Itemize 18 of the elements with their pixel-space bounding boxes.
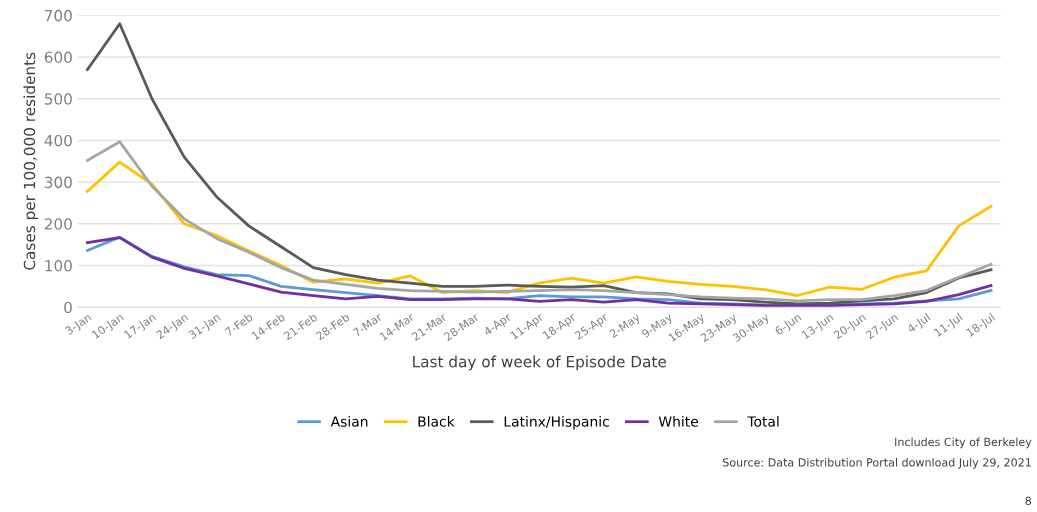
y-tick-label: 300 bbox=[44, 176, 72, 189]
y-tick-label: 100 bbox=[45, 259, 72, 272]
legend-label: Asian bbox=[330, 416, 368, 427]
legend-label: Latinx/Hispanic bbox=[504, 416, 609, 430]
x-axis-title: Last day of week of Episode Date bbox=[413, 355, 667, 371]
y-tick-label: 600 bbox=[44, 51, 72, 64]
source-note: Source: Data Distribution Portal download July 29, 2021 bbox=[723, 457, 1031, 469]
y-tick-label: 400 bbox=[44, 134, 72, 147]
y-tick-label: 500 bbox=[44, 93, 72, 105]
legend-label: Total bbox=[747, 416, 779, 427]
y-tick-label: 0 bbox=[64, 301, 72, 314]
text: 8 bbox=[1025, 496, 1032, 505]
legend-label: White bbox=[658, 416, 699, 427]
text: Includes City of Berkeley bbox=[895, 437, 1032, 449]
legend-label: Black bbox=[418, 416, 455, 427]
y-tick-label: 700 bbox=[45, 9, 72, 22]
y-axis-title: Cases per 100,000 residents bbox=[23, 52, 39, 270]
y-tick-label: 200 bbox=[44, 218, 72, 230]
